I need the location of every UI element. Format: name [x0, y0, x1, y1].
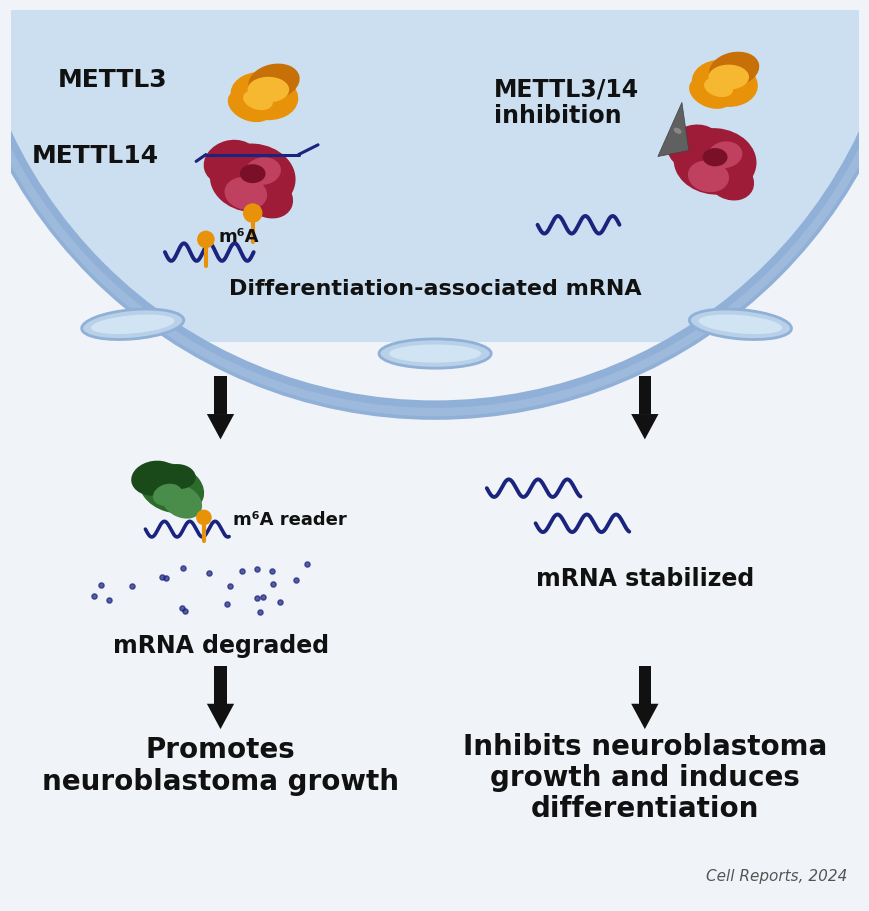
Point	[253, 605, 267, 619]
Ellipse shape	[688, 77, 732, 109]
Point	[235, 565, 249, 579]
Polygon shape	[631, 415, 658, 440]
Text: Inhibits neuroblastoma: Inhibits neuroblastoma	[462, 732, 826, 760]
Point	[220, 598, 234, 612]
Ellipse shape	[0, 0, 869, 411]
Text: METTL3/14: METTL3/14	[493, 77, 638, 101]
Ellipse shape	[242, 204, 262, 223]
Point	[222, 578, 236, 593]
Text: Differentiation-associated mRNA: Differentiation-associated mRNA	[229, 279, 640, 299]
Ellipse shape	[245, 159, 281, 186]
Polygon shape	[657, 103, 688, 158]
Ellipse shape	[248, 65, 299, 100]
Polygon shape	[207, 415, 234, 440]
Text: m⁶A reader: m⁶A reader	[233, 511, 347, 528]
Text: growth and induces: growth and induces	[489, 763, 799, 791]
Ellipse shape	[203, 140, 258, 186]
Text: neuroblastoma growth: neuroblastoma growth	[42, 767, 399, 795]
Ellipse shape	[691, 61, 757, 107]
Point	[202, 566, 216, 580]
Polygon shape	[638, 376, 650, 415]
Polygon shape	[10, 343, 859, 900]
Ellipse shape	[242, 91, 273, 111]
Ellipse shape	[209, 144, 295, 213]
Text: m⁶A: m⁶A	[218, 227, 259, 245]
Point	[102, 593, 116, 608]
Text: METTL3: METTL3	[57, 67, 167, 92]
Ellipse shape	[688, 310, 791, 340]
Point	[94, 578, 108, 593]
Ellipse shape	[197, 231, 215, 249]
Text: mRNA degraded: mRNA degraded	[113, 633, 329, 657]
Ellipse shape	[228, 90, 272, 123]
Ellipse shape	[673, 129, 756, 195]
Ellipse shape	[90, 315, 175, 334]
Polygon shape	[207, 704, 234, 730]
Ellipse shape	[707, 66, 748, 90]
Ellipse shape	[702, 148, 726, 168]
Ellipse shape	[240, 165, 265, 184]
Point	[255, 589, 269, 604]
Text: mRNA stabilized: mRNA stabilized	[535, 567, 753, 590]
Point	[264, 564, 278, 578]
Ellipse shape	[230, 73, 298, 121]
Point	[155, 570, 169, 585]
Point	[249, 590, 263, 605]
Ellipse shape	[196, 510, 211, 526]
Polygon shape	[631, 704, 658, 730]
Ellipse shape	[131, 461, 179, 496]
Ellipse shape	[243, 176, 293, 220]
Text: differentiation: differentiation	[530, 794, 758, 823]
Point	[266, 577, 280, 591]
Point	[300, 557, 314, 571]
Point	[273, 595, 287, 609]
Ellipse shape	[673, 128, 680, 135]
Text: inhibition: inhibition	[493, 104, 620, 128]
Polygon shape	[214, 376, 227, 415]
Ellipse shape	[153, 484, 182, 507]
Ellipse shape	[388, 345, 481, 363]
Ellipse shape	[667, 126, 720, 169]
Ellipse shape	[139, 464, 204, 514]
Text: Cell Reports, 2024: Cell Reports, 2024	[706, 868, 846, 884]
Ellipse shape	[706, 142, 741, 169]
Ellipse shape	[379, 340, 491, 369]
Point	[250, 562, 264, 577]
Ellipse shape	[161, 485, 202, 519]
Ellipse shape	[708, 53, 759, 87]
Ellipse shape	[687, 161, 728, 193]
Text: Promotes: Promotes	[145, 735, 295, 763]
Point	[176, 561, 189, 576]
Text: METTL14: METTL14	[32, 143, 159, 168]
Point	[87, 589, 101, 604]
Point	[175, 600, 189, 615]
Point	[125, 579, 139, 594]
Ellipse shape	[224, 178, 267, 210]
Ellipse shape	[698, 315, 781, 334]
Ellipse shape	[161, 465, 196, 489]
Polygon shape	[10, 11, 859, 900]
Ellipse shape	[703, 78, 733, 98]
Ellipse shape	[248, 77, 289, 103]
Ellipse shape	[82, 310, 183, 340]
Ellipse shape	[705, 159, 753, 201]
Point	[159, 571, 173, 586]
Polygon shape	[10, 0, 859, 11]
Point	[177, 604, 191, 619]
Polygon shape	[638, 666, 650, 704]
Polygon shape	[214, 666, 227, 704]
Point	[289, 574, 302, 589]
